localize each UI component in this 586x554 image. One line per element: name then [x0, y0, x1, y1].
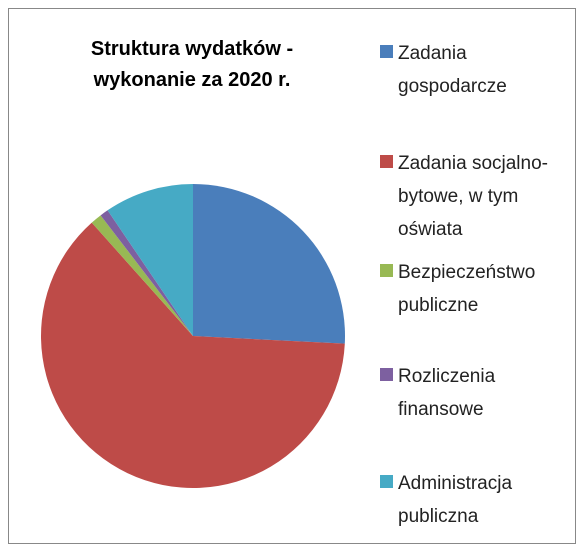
- legend-swatch: [380, 45, 393, 58]
- pie-slice: [91, 215, 193, 336]
- legend-label: Zadania gospodarcze: [398, 43, 507, 97]
- pie-slice: [193, 184, 345, 344]
- pie-slice: [40, 222, 345, 489]
- legend-swatch: [380, 475, 393, 488]
- legend-label: Rozliczenia finansowe: [398, 366, 496, 420]
- chart-frame: [8, 8, 576, 544]
- legend-label: Zadania socjalno-bytowe, w tym oświata: [398, 153, 548, 240]
- pie-slice: [107, 184, 193, 336]
- chart-title: Struktura wydatków - wykonanie za 2020 r…: [90, 38, 294, 91]
- pie-slice: [100, 210, 193, 336]
- legend-swatch: [380, 368, 393, 381]
- legend-swatch: [380, 264, 393, 277]
- legend-swatch: [380, 155, 393, 168]
- legend-label: Bezpieczeństwo publiczne: [398, 262, 536, 316]
- legend-label: Administracja publiczna: [398, 473, 513, 527]
